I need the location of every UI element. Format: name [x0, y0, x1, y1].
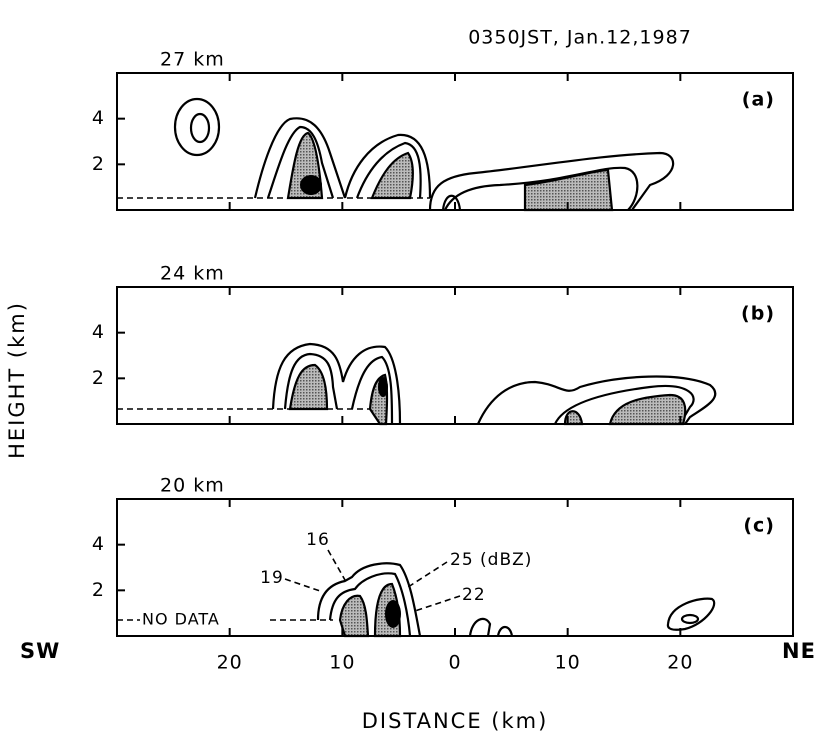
annotation: 19: [260, 568, 284, 588]
x-tick-label: 20: [217, 652, 243, 674]
contour: [350, 355, 394, 425]
contour-shaded: [523, 168, 614, 212]
contour: [253, 117, 347, 199]
contour-core: [300, 175, 322, 195]
x-tick-label: 10: [555, 652, 581, 674]
contour: [496, 625, 514, 637]
annotation: 25 (dBZ): [450, 550, 532, 570]
chart-title: 0350JST, Jan.12,1987: [468, 27, 692, 49]
annotation: 16: [306, 530, 330, 550]
contour: [553, 384, 695, 425]
contour: [441, 194, 462, 211]
plot-frame: [116, 72, 794, 211]
leader-line: [327, 549, 346, 581]
contour: [316, 562, 422, 637]
panel-tag: (b): [741, 303, 775, 325]
y-tick-label: 4: [92, 321, 105, 343]
contour: [476, 375, 717, 425]
contour: [271, 342, 402, 425]
contour-shaded: [338, 594, 370, 638]
contour: [428, 151, 675, 211]
sw-label: SW: [20, 639, 60, 663]
contour: [666, 597, 716, 631]
contour: [680, 613, 700, 625]
panel-title: 24 km: [160, 263, 225, 285]
contour-shaded: [288, 363, 329, 411]
panel-c: NO DATA 16 19 25 (dBZ) 22 20 km (c) 2 4 20 10…: [92, 475, 794, 674]
panel-tag: (a): [742, 89, 775, 111]
contour-core: [385, 600, 401, 628]
panel-a: 27 km (a) 2 4: [92, 49, 794, 212]
y-tick-label: 2: [92, 367, 105, 389]
leader-line: [404, 561, 448, 590]
y-tick-label: 4: [92, 107, 105, 129]
x-axis-label: DISTANCE (km): [362, 709, 549, 733]
contour: [173, 97, 221, 157]
contour: [355, 141, 422, 199]
y-tick-label: 4: [92, 533, 105, 555]
y-tick-label: 2: [92, 153, 105, 175]
contour: [189, 112, 211, 144]
leader-line: [284, 578, 321, 592]
contour-core: [378, 377, 388, 397]
contour: [468, 617, 492, 637]
x-tick-label: 10: [329, 652, 355, 674]
panel-tag: (c): [743, 515, 775, 537]
leader-line: [414, 595, 461, 612]
panel-title: 20 km: [160, 475, 225, 497]
annotation: 22: [462, 585, 486, 605]
contour-shaded: [370, 151, 414, 200]
y-tick-label: 2: [92, 579, 105, 601]
annotation: NO DATA: [142, 610, 220, 629]
contour: [266, 125, 335, 199]
contour-shaded: [608, 393, 687, 426]
y-axis-label: HEIGHT (km): [5, 301, 29, 459]
ne-label: NE: [782, 639, 816, 663]
contour: [343, 133, 432, 199]
contour: [283, 352, 339, 410]
x-tick-label: 20: [667, 652, 693, 674]
contour: [328, 572, 412, 637]
panel-b: 24 km (b) 2 4: [92, 263, 794, 426]
panel-title: 27 km: [160, 49, 225, 71]
x-tick-label: 0: [448, 652, 461, 674]
